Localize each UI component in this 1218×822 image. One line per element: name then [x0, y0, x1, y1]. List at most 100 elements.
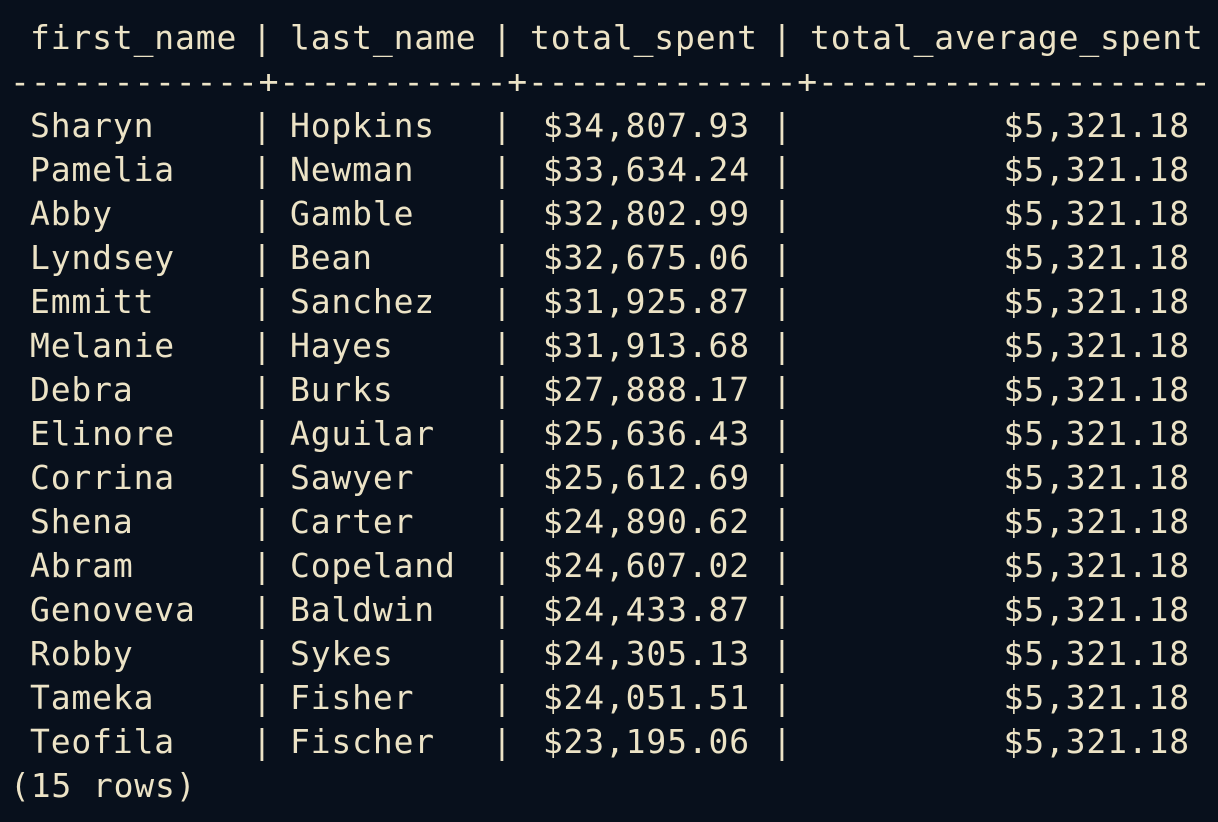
column-separator: | [492, 238, 513, 277]
cell-last-name: Fischer [290, 722, 436, 761]
cell-first-name: Elinore [30, 414, 176, 453]
cell-first-name: Melanie [30, 326, 176, 365]
column-separator: | [772, 634, 793, 673]
column-separator: | [772, 502, 793, 541]
column-separator: | [492, 458, 513, 497]
cell-last-name: Burks [290, 370, 394, 409]
cell-total-average-spent: $5,321.18 [1003, 414, 1190, 453]
cell-total-spent: $24,305.13 [542, 634, 750, 673]
column-separator: | [252, 194, 273, 233]
column-separator: | [252, 282, 273, 321]
column-separator: | [252, 722, 273, 761]
column-separator: | [492, 150, 513, 189]
cell-total-average-spent: $5,321.18 [1003, 546, 1190, 585]
column-separator: | [252, 18, 273, 57]
column-separator: | [772, 590, 793, 629]
column-separator: | [772, 722, 793, 761]
column-header-first-name: first_name [30, 18, 238, 57]
column-separator: | [252, 590, 273, 629]
table-row: Abram | Copeland | $24,607.02 | $5,321.18 [10, 544, 1208, 588]
column-separator: | [492, 722, 513, 761]
cell-total-spent: $24,890.62 [542, 502, 750, 541]
cell-last-name: Carter [290, 502, 415, 541]
cell-total-spent: $32,802.99 [542, 194, 750, 233]
column-separator: | [772, 370, 793, 409]
cell-first-name: Corrina [30, 458, 176, 497]
table-header-row: first_name | last_name | total_spent | t… [10, 16, 1203, 60]
cell-last-name: Sawyer [290, 458, 415, 497]
cell-total-spent: $31,913.68 [542, 326, 750, 365]
cell-first-name: Robby [30, 634, 134, 673]
cell-total-spent: $25,612.69 [542, 458, 750, 497]
column-separator: | [252, 634, 273, 673]
column-separator: | [252, 326, 273, 365]
cell-total-average-spent: $5,321.18 [1003, 282, 1190, 321]
table-row: Robby | Sykes | $24,305.13 | $5,321.18 [10, 632, 1208, 676]
column-separator: | [492, 502, 513, 541]
column-separator: | [772, 326, 793, 365]
cell-first-name: Genoveva [30, 590, 196, 629]
column-separator: | [772, 194, 793, 233]
column-separator: | [772, 414, 793, 453]
column-separator: | [492, 590, 513, 629]
table-row: Genoveva | Baldwin | $24,433.87 | $5,321.18 [10, 588, 1208, 632]
cell-total-average-spent: $5,321.18 [1003, 194, 1190, 233]
cell-last-name: Sanchez [290, 282, 436, 321]
column-separator: | [772, 238, 793, 277]
cell-total-average-spent: $5,321.18 [1003, 238, 1190, 277]
cell-total-spent: $24,051.51 [542, 678, 750, 717]
row-count: (15 rows) [10, 766, 197, 805]
column-separator: | [252, 502, 273, 541]
cell-last-name: Fisher [290, 678, 415, 717]
cell-total-average-spent: $5,321.18 [1003, 370, 1190, 409]
table-row: Melanie | Hayes | $31,913.68 | $5,321.18 [10, 324, 1208, 368]
cell-last-name: Bean [290, 238, 373, 277]
column-header-total-spent: total_spent [530, 18, 758, 57]
cell-total-average-spent: $5,321.18 [1003, 590, 1190, 629]
cell-total-spent: $33,634.24 [542, 150, 750, 189]
column-header-last-name: last_name [290, 18, 477, 57]
cell-last-name: Copeland [290, 546, 456, 585]
column-separator: | [252, 458, 273, 497]
column-separator: | [492, 18, 513, 57]
column-separator: | [492, 326, 513, 365]
cell-total-spent: $25,636.43 [542, 414, 750, 453]
cell-total-spent: $24,433.87 [542, 590, 750, 629]
cell-total-average-spent: $5,321.18 [1003, 106, 1190, 145]
column-separator: | [772, 458, 793, 497]
cell-last-name: Newman [290, 150, 415, 189]
column-separator: | [492, 282, 513, 321]
cell-total-average-spent: $5,321.18 [1003, 458, 1190, 497]
column-separator: | [492, 370, 513, 409]
column-separator: | [772, 678, 793, 717]
cell-total-average-spent: $5,321.18 [1003, 634, 1190, 673]
table-row: Sharyn | Hopkins | $34,807.93 | $5,321.18 [10, 104, 1208, 148]
column-separator: | [252, 678, 273, 717]
cell-total-average-spent: $5,321.18 [1003, 150, 1190, 189]
column-separator: | [772, 150, 793, 189]
cell-total-spent: $24,607.02 [542, 546, 750, 585]
cell-last-name: Hayes [290, 326, 394, 365]
column-separator: | [252, 150, 273, 189]
header-divider: ------------+-----------+-------------+-… [10, 62, 1212, 101]
cell-total-average-spent: $5,321.18 [1003, 326, 1190, 365]
column-separator: | [772, 18, 793, 57]
column-separator: | [492, 546, 513, 585]
cell-last-name: Sykes [290, 634, 394, 673]
cell-last-name: Baldwin [290, 590, 436, 629]
cell-first-name: Sharyn [30, 106, 155, 145]
cell-last-name: Aguilar [290, 414, 436, 453]
column-separator: | [252, 370, 273, 409]
table-row: Tameka | Fisher | $24,051.51 | $5,321.18 [10, 676, 1208, 720]
cell-total-spent: $31,925.87 [542, 282, 750, 321]
column-separator: | [772, 282, 793, 321]
column-separator: | [252, 238, 273, 277]
column-separator: | [492, 634, 513, 673]
cell-first-name: Debra [30, 370, 134, 409]
cell-first-name: Emmitt [30, 282, 155, 321]
table-row: Shena | Carter | $24,890.62 | $5,321.18 [10, 500, 1208, 544]
cell-total-spent: $34,807.93 [542, 106, 750, 145]
cell-total-average-spent: $5,321.18 [1003, 678, 1190, 717]
column-separator: | [772, 106, 793, 145]
